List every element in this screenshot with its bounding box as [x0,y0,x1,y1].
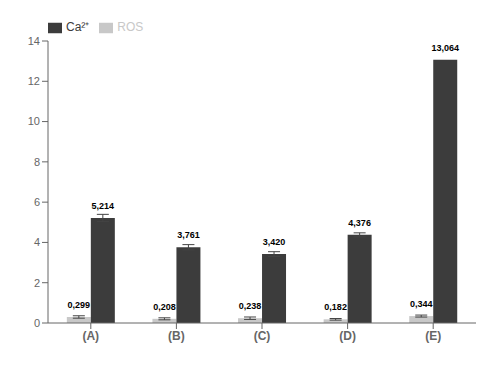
svg-text:14: 14 [28,35,40,47]
svg-text:3,761: 3,761 [177,230,200,240]
svg-text:0,299: 0,299 [68,300,91,310]
svg-text:0,238: 0,238 [239,301,262,311]
svg-text:(A): (A) [82,329,99,343]
svg-text:4,376: 4,376 [348,218,371,228]
svg-text:10: 10 [28,115,40,127]
svg-text:0: 0 [34,317,40,329]
svg-text:5,214: 5,214 [92,201,115,211]
svg-text:3,420: 3,420 [263,237,286,247]
svg-text:0,344: 0,344 [410,299,433,309]
svg-text:0,182: 0,182 [324,302,347,312]
svg-text:13,064: 13,064 [431,43,459,53]
svg-text:0,208: 0,208 [153,302,176,312]
svg-text:(C): (C) [254,329,271,343]
svg-text:(B): (B) [168,329,185,343]
svg-text:6: 6 [34,196,40,208]
svg-text:4: 4 [34,236,40,248]
svg-text:(D): (D) [339,329,356,343]
svg-text:2: 2 [34,277,40,289]
svg-text:12: 12 [28,75,40,87]
html-text:Ca²⁺: Ca²⁺ [66,20,90,34]
html-text:ROS: ROS [117,20,144,34]
svg-text:8: 8 [34,156,40,168]
svg-text:(E): (E) [425,329,441,343]
